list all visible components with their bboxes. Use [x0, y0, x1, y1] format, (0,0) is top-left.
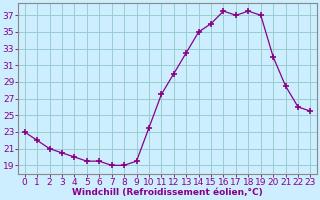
- X-axis label: Windchill (Refroidissement éolien,°C): Windchill (Refroidissement éolien,°C): [72, 188, 263, 197]
